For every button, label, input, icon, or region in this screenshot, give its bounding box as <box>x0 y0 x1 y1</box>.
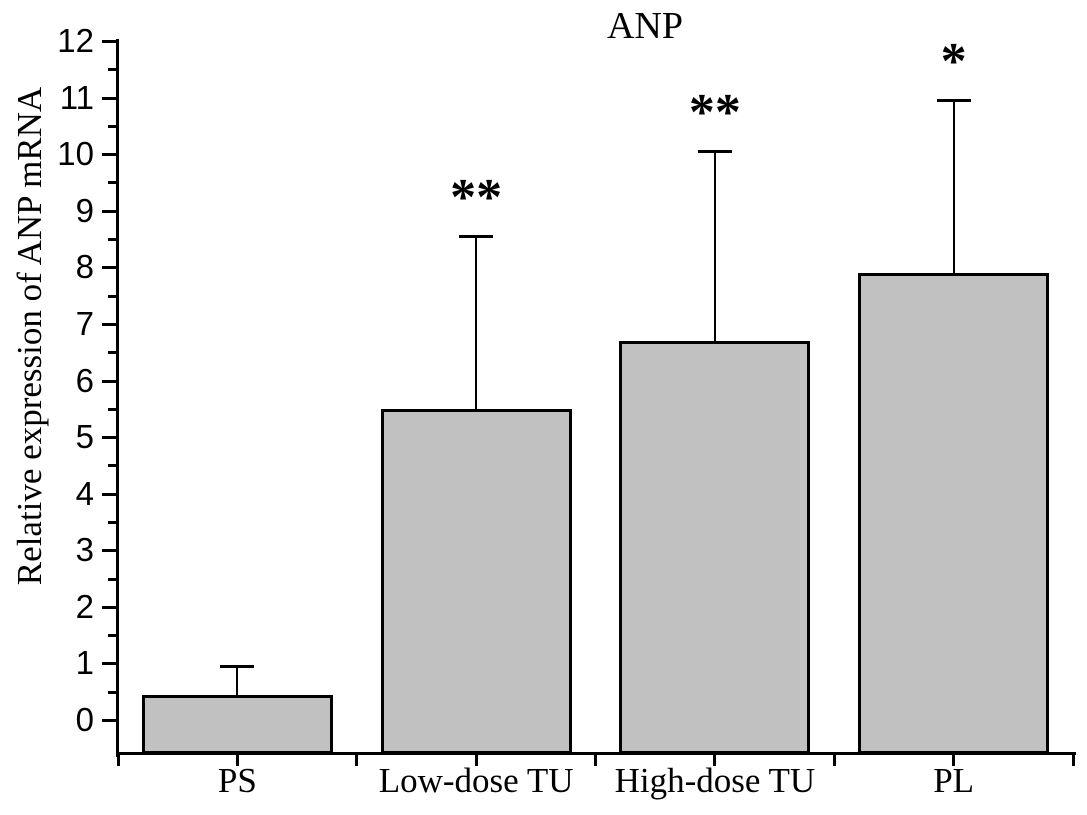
error-bar-cap <box>936 99 971 103</box>
y-minor-tick <box>108 351 118 355</box>
bar <box>380 408 572 754</box>
y-major-tick <box>102 492 118 496</box>
y-tick-label: 4 <box>75 474 94 512</box>
x-axis-line <box>116 752 1076 755</box>
x-tick <box>116 754 120 766</box>
x-tick <box>235 754 239 766</box>
error-bar-cap <box>220 665 255 669</box>
y-tick-label: 10 <box>57 135 94 173</box>
y-minor-tick <box>108 690 118 694</box>
y-tick-label: 6 <box>75 361 94 399</box>
y-major-tick <box>102 96 118 100</box>
y-major-tick <box>102 662 118 666</box>
y-tick-label: 8 <box>75 248 94 286</box>
y-major-tick <box>102 322 118 326</box>
y-axis-line <box>116 39 119 757</box>
bar <box>858 272 1050 754</box>
y-minor-tick <box>108 181 118 185</box>
x-tick <box>474 754 478 766</box>
error-bar-line <box>713 151 716 341</box>
bar <box>141 694 333 754</box>
x-category-label: High-dose TU <box>614 761 816 800</box>
error-bar-line <box>475 236 478 409</box>
x-tick <box>832 754 836 766</box>
error-bar-line <box>952 100 955 273</box>
y-tick-label: 9 <box>75 191 94 229</box>
y-minor-tick <box>108 124 118 128</box>
error-bar-cap <box>459 235 494 239</box>
error-bar-line <box>236 666 239 695</box>
y-major-tick <box>102 719 118 722</box>
x-tick <box>713 754 717 766</box>
x-tick <box>952 754 956 766</box>
y-tick-label: 2 <box>75 587 94 625</box>
y-minor-tick <box>108 634 118 638</box>
y-minor-tick <box>108 68 118 72</box>
x-tick <box>594 754 597 766</box>
y-major-tick <box>102 209 118 213</box>
significance-marker: ** <box>450 169 503 227</box>
significance-marker: * <box>940 33 967 91</box>
x-tick <box>355 754 359 766</box>
error-bar-cap <box>697 150 732 154</box>
x-tick <box>1071 754 1075 766</box>
y-minor-tick <box>108 464 118 468</box>
significance-marker: ** <box>688 84 741 142</box>
y-minor-tick <box>108 407 118 411</box>
y-major-tick <box>102 549 118 553</box>
x-category-label: Low-dose TU <box>378 761 574 800</box>
x-category-label: PL <box>933 761 975 800</box>
bar <box>619 340 811 754</box>
y-tick-label: 1 <box>75 644 94 682</box>
x-category-label: PS <box>217 761 257 800</box>
y-tick-label: 12 <box>57 22 94 59</box>
y-major-tick <box>102 605 118 609</box>
y-minor-tick <box>108 294 118 298</box>
y-minor-tick <box>108 577 118 581</box>
chart-title: ANP <box>606 5 684 47</box>
y-tick-label: 0 <box>75 701 94 738</box>
y-minor-tick <box>108 520 118 524</box>
y-tick-label: 5 <box>75 418 94 456</box>
y-major-tick <box>102 436 118 440</box>
y-major-tick <box>102 379 118 383</box>
y-tick-label: 11 <box>59 78 94 116</box>
y-major-tick <box>102 153 118 157</box>
y-major-tick <box>102 266 118 270</box>
y-minor-tick <box>108 238 118 242</box>
y-major-tick <box>102 40 118 43</box>
y-tick-label: 3 <box>75 531 94 569</box>
y-tick-label: 7 <box>75 304 94 342</box>
